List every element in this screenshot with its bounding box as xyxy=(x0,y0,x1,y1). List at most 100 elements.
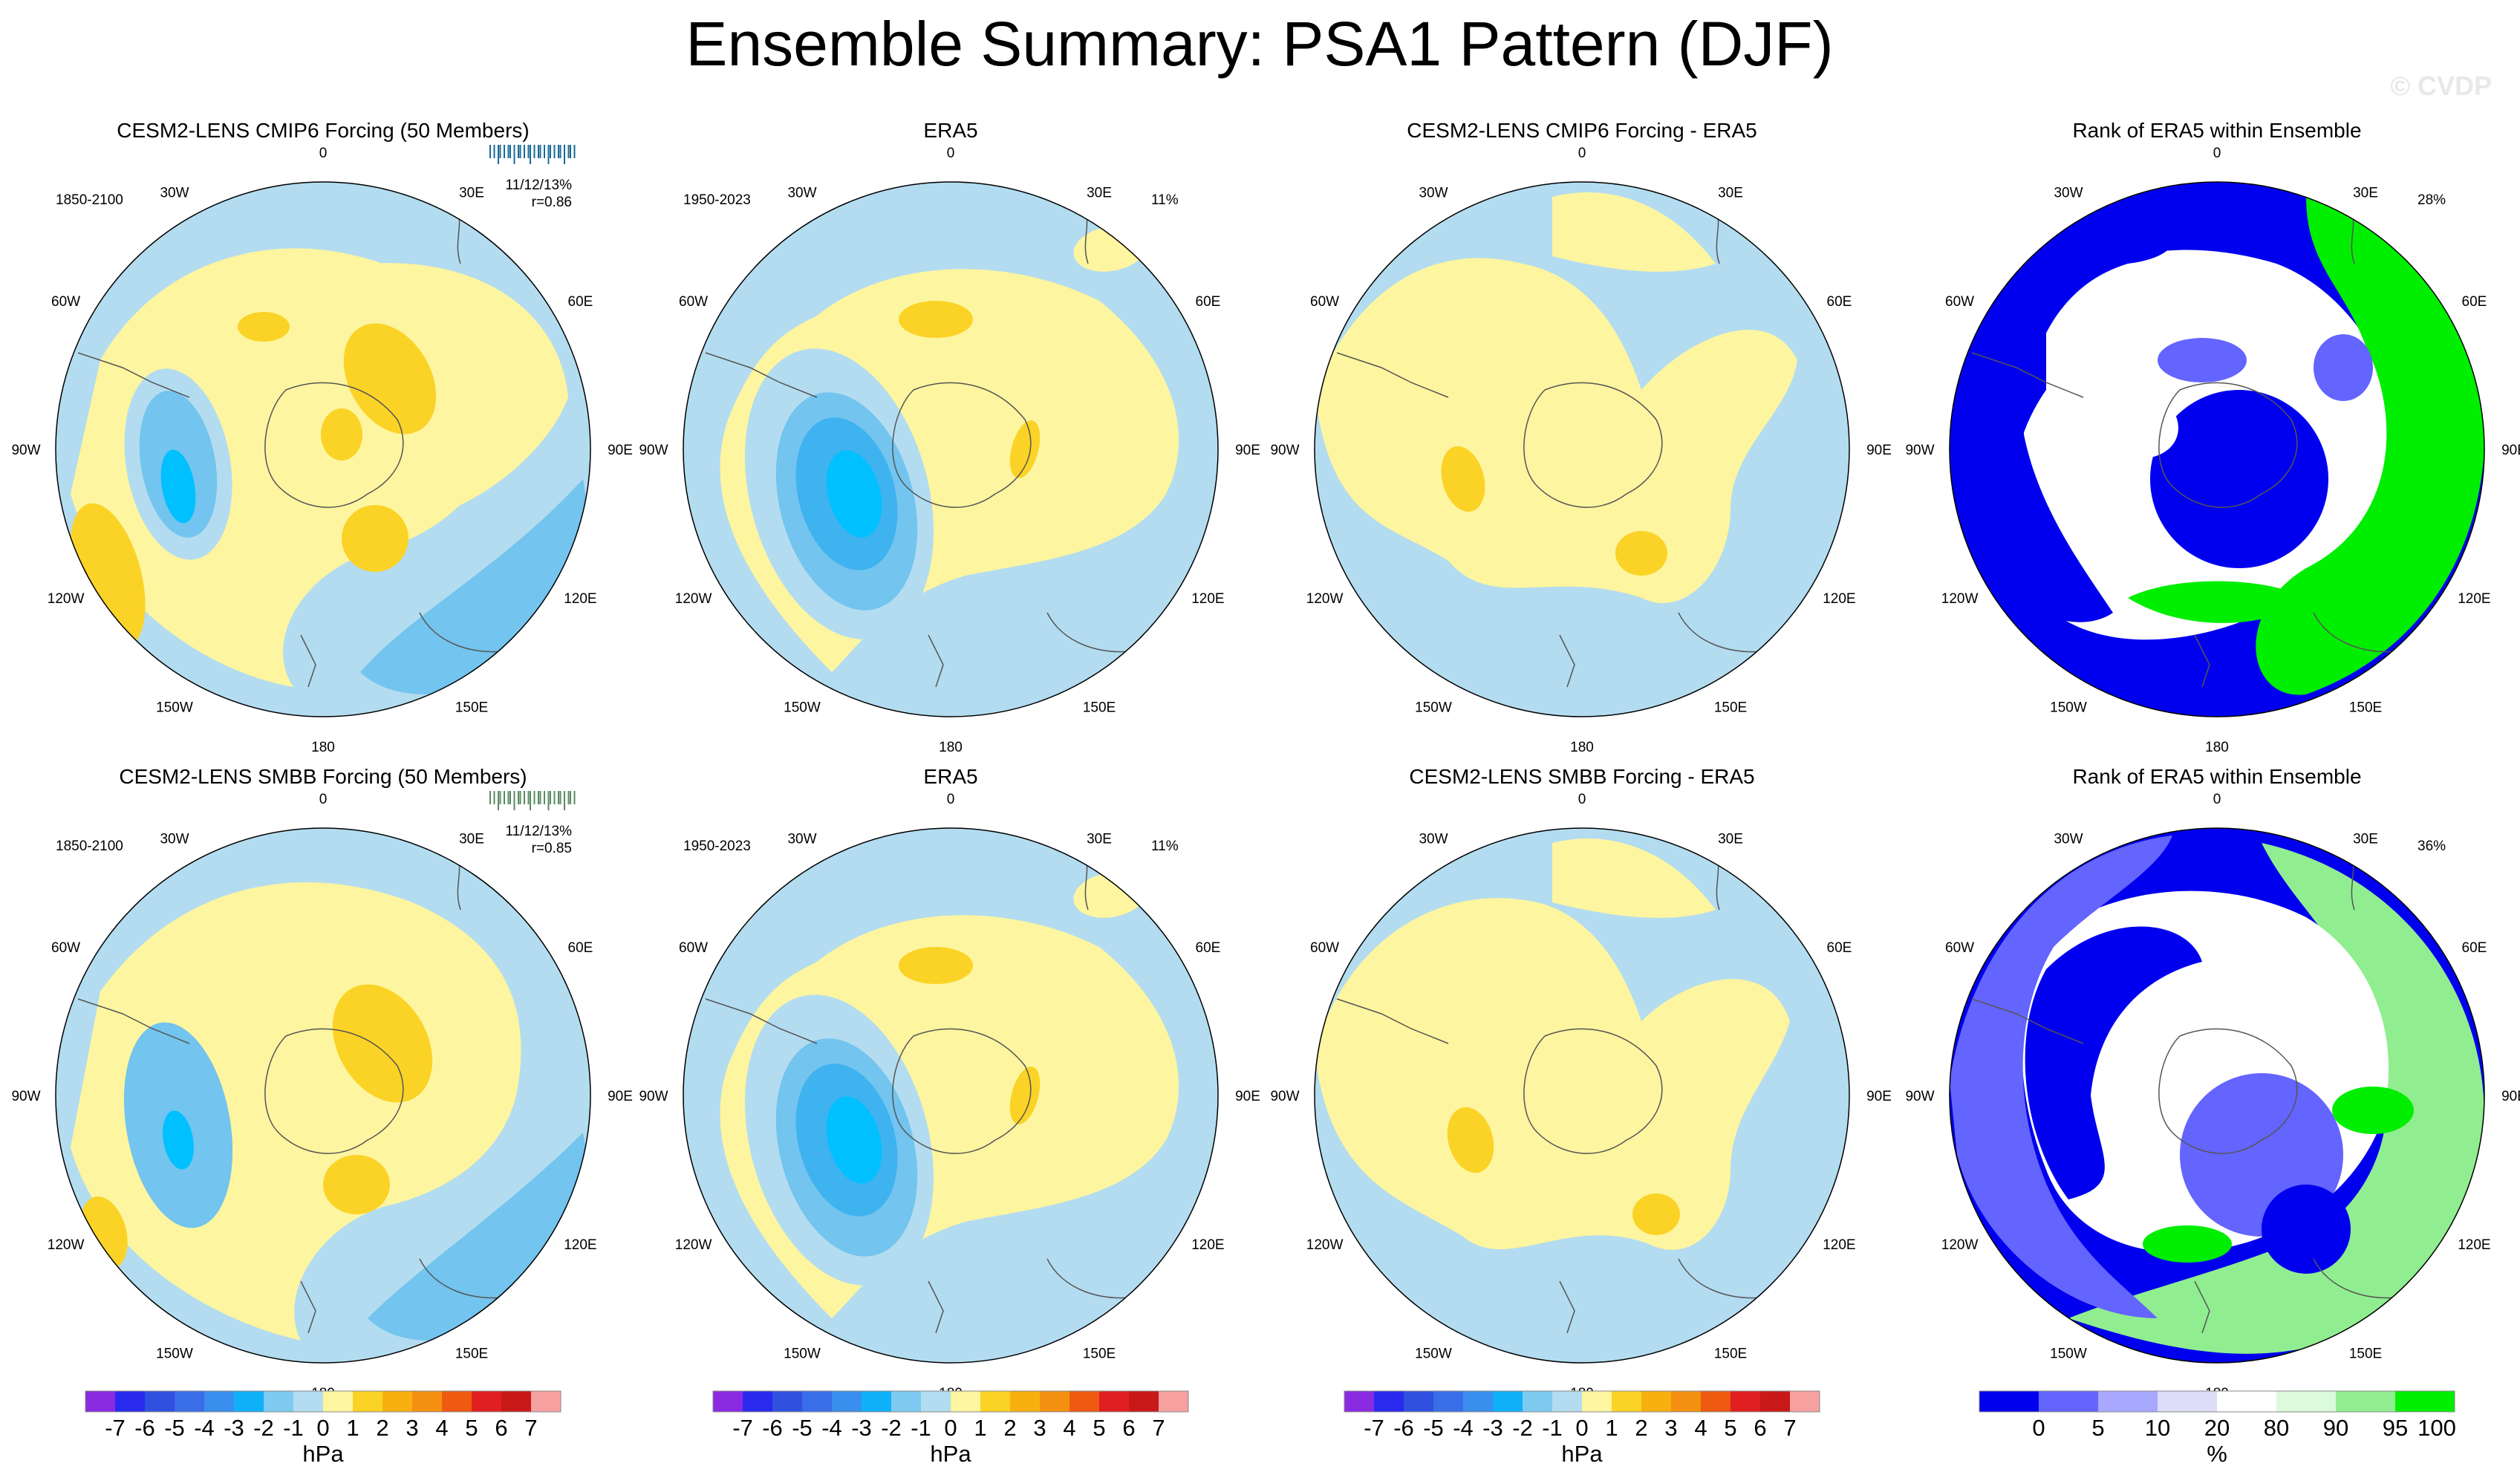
colorbar-swatch xyxy=(951,1391,981,1412)
map-body xyxy=(55,827,591,1364)
period-label: 1850-2100 xyxy=(56,838,123,854)
longitude-label: 150E xyxy=(2349,1346,2382,1361)
colorbar-tick-label: 10 xyxy=(2145,1415,2170,1441)
longitude-label: 120W xyxy=(48,591,85,607)
colorbar-tick-label: 2 xyxy=(1635,1415,1647,1441)
new-zealand-coastline xyxy=(2194,1280,2210,1334)
colorbar-swatch xyxy=(1404,1391,1434,1412)
longitude-label: 30W xyxy=(1419,186,1448,201)
map-panel-obs: ERA5030E60E90E120E150E180150W120W90W60W3… xyxy=(639,119,1260,755)
colorbar-tick-label: -4 xyxy=(821,1415,842,1441)
colorbar-tick-label: -6 xyxy=(1393,1415,1414,1441)
longitude-label: 90E xyxy=(1866,1089,1892,1104)
longitude-label: 0 xyxy=(2213,792,2221,807)
longitude-label: 90W xyxy=(1905,443,1934,458)
colorbar-swatch xyxy=(713,1391,743,1412)
panel-title: Rank of ERA5 within Ensemble xyxy=(2072,765,2361,788)
longitude-label: 150W xyxy=(784,700,821,715)
rank-white-inner xyxy=(2077,380,2178,459)
longitude-label: 30E xyxy=(1087,186,1112,201)
longitude-label: 30W xyxy=(160,186,189,201)
colorbar-tick-label: 20 xyxy=(2204,1415,2230,1441)
colorbar-swatch xyxy=(2217,1391,2277,1412)
map-border xyxy=(683,827,1219,1364)
map-body xyxy=(683,827,1219,1364)
longitude-label: 90W xyxy=(1270,443,1299,458)
period-label: 1850-2100 xyxy=(56,192,123,208)
colorbar-swatch xyxy=(1463,1391,1494,1412)
colorbar-swatch xyxy=(2039,1391,2099,1412)
colorbar-swatch xyxy=(442,1391,472,1412)
rank-mid xyxy=(2314,334,2373,401)
new-zealand-coastline xyxy=(928,1280,944,1334)
colorbar-frame xyxy=(1344,1390,1820,1413)
positive-core xyxy=(238,312,290,342)
south-america-coastline xyxy=(77,352,190,398)
map-field xyxy=(71,850,587,1341)
rank-green xyxy=(2128,581,2306,623)
longitude-label: 120E xyxy=(1191,1237,1224,1253)
colorbar-swatch xyxy=(2158,1391,2218,1412)
positive-core xyxy=(1615,531,1667,576)
positive-region-east xyxy=(368,263,568,517)
map-field xyxy=(705,850,1204,1334)
positive-core xyxy=(1009,420,1041,478)
colorbar-swatch xyxy=(891,1391,922,1412)
new-zealand-coastline xyxy=(300,634,316,688)
longitude-label: 60W xyxy=(1310,940,1339,956)
colorbar-rank: 0 5 10 20 80 90 95 100% xyxy=(1979,1390,2456,1467)
colorbar-tick-label: -3 xyxy=(1482,1415,1503,1441)
longitude-label: 150W xyxy=(2050,700,2087,715)
colorbar-tick-label: -2 xyxy=(1512,1415,1533,1441)
south-america-coastline xyxy=(1336,352,1449,398)
colorbar-swatch xyxy=(204,1391,235,1412)
longitude-label: 120E xyxy=(564,1237,596,1253)
longitude-label: 30E xyxy=(1718,832,1743,847)
colorbar-tick-label: -2 xyxy=(881,1415,902,1441)
longitude-label: 120W xyxy=(1941,1237,1979,1253)
map-border xyxy=(55,827,591,1364)
positive-core xyxy=(321,408,362,460)
positive-region xyxy=(1315,258,1797,604)
longitude-label: 60E xyxy=(1196,940,1221,956)
colorbar-swatch xyxy=(501,1391,532,1412)
longitude-label: 120E xyxy=(564,591,596,607)
colorbar-swatch xyxy=(1344,1391,1375,1412)
longitude-label: 150E xyxy=(455,700,488,715)
longitude-label: 30W xyxy=(2054,832,2083,847)
colorbar-swatch xyxy=(1374,1391,1404,1412)
colorbar-tick-label: -4 xyxy=(1453,1415,1474,1441)
rank-green-light xyxy=(2068,843,2484,1354)
colorbar-tick-label: 3 xyxy=(1664,1415,1677,1441)
colorbar-tick-label: -2 xyxy=(253,1415,274,1441)
colorbar-swatch xyxy=(115,1391,146,1412)
map-panel-obs: ERA5030E60E90E120E150E180150W120W90W60W3… xyxy=(639,765,1260,1401)
colorbar-frame xyxy=(712,1390,1189,1413)
longitude-label: 0 xyxy=(319,146,328,161)
colorbar-tick-label: -7 xyxy=(105,1415,126,1441)
colorbar-swatch xyxy=(862,1391,892,1412)
longitude-label: 90W xyxy=(11,1089,40,1104)
longitude-label: 30E xyxy=(2353,186,2378,201)
rank-dark-west xyxy=(1950,189,2178,622)
map-border xyxy=(55,181,591,717)
longitude-label: 90W xyxy=(1270,1089,1299,1104)
longitude-label: 150W xyxy=(2050,1346,2087,1361)
longitude-label: 90E xyxy=(1866,443,1892,458)
longitude-label: 150W xyxy=(1415,700,1452,715)
colorbar-tick-label: 6 xyxy=(1754,1415,1766,1441)
positive-core xyxy=(899,947,973,984)
colorbar-tick-label: -4 xyxy=(194,1415,215,1441)
longitude-label: 120E xyxy=(1823,591,1855,607)
longitude-label: 60W xyxy=(679,294,708,310)
longitude-label: 0 xyxy=(947,146,955,161)
longitude-label: 0 xyxy=(1578,792,1586,807)
map-body xyxy=(683,181,1219,717)
south-america-coastline xyxy=(1336,998,1449,1044)
longitude-label: 30W xyxy=(2054,186,2083,201)
longitude-label: 150E xyxy=(2349,700,2382,715)
longitude-label: 0 xyxy=(1578,146,1586,161)
longitude-label: 150E xyxy=(1714,700,1747,715)
colorbar-swatch xyxy=(1760,1391,1791,1412)
